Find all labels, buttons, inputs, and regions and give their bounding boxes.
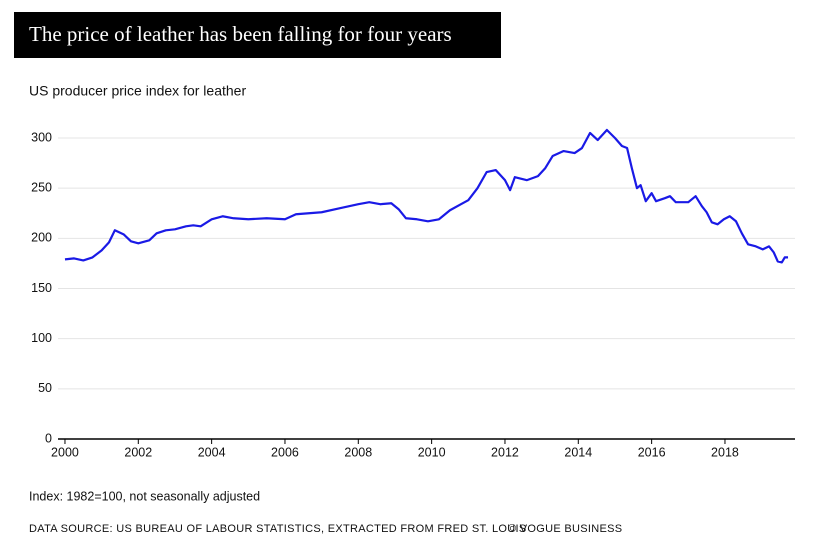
- credit: © VOGUE BUSINESS: [508, 523, 622, 535]
- x-tick-label: 2014: [564, 445, 592, 459]
- y-tick-label: 50: [38, 381, 52, 395]
- x-tick-label: 2010: [418, 445, 446, 459]
- y-tick-label: 200: [31, 231, 52, 245]
- x-tick-label: 2016: [638, 445, 666, 459]
- y-tick-label: 100: [31, 331, 52, 345]
- x-tick-label: 2018: [711, 445, 739, 459]
- x-tick-label: 2002: [124, 445, 152, 459]
- y-tick-label: 300: [31, 130, 52, 144]
- y-tick-label: 250: [31, 180, 52, 194]
- title-box: [14, 12, 501, 58]
- y-tick-label: 150: [31, 281, 52, 295]
- note: Index: 1982=100, not seasonally adjusted: [29, 489, 260, 503]
- x-tick-label: 2000: [51, 445, 79, 459]
- data-line: [64, 128, 789, 264]
- chart-subtitle: US producer price index for leather: [29, 83, 246, 99]
- source: DATA SOURCE: US BUREAU OF LABOUR STATIST…: [29, 523, 527, 535]
- chart-title: The price of leather has been falling fo…: [29, 22, 452, 46]
- y-tick-label: 0: [45, 431, 52, 445]
- x-tick-label: 2006: [271, 445, 299, 459]
- x-tick-label: 2004: [198, 445, 226, 459]
- x-tick-label: 2008: [344, 445, 372, 459]
- x-tick-label: 2012: [491, 445, 519, 459]
